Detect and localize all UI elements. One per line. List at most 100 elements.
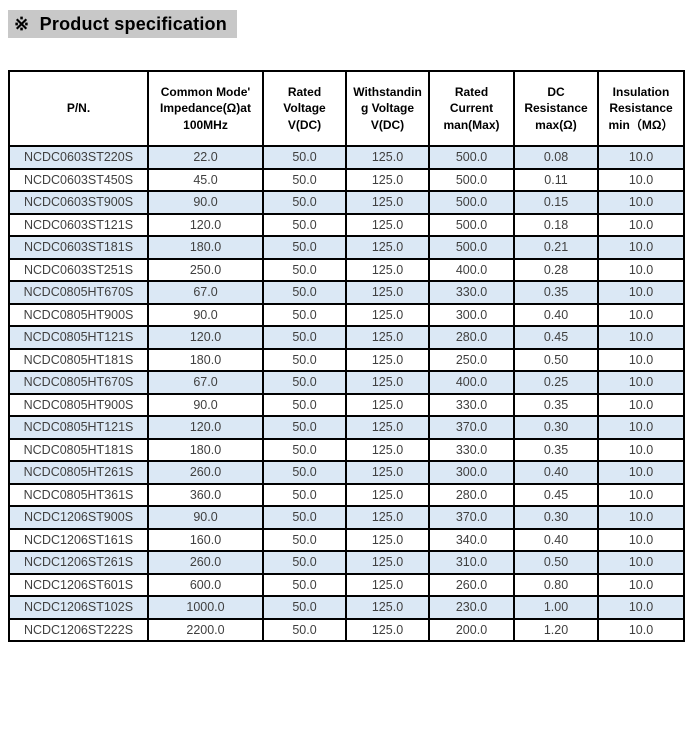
cell-rated_voltage: 50.0 [262,617,347,642]
cell-withstanding_voltage: 125.0 [345,145,430,170]
cell-impedance: 360.0 [147,482,264,507]
cell-rated_voltage: 50.0 [262,145,347,170]
cell-pn: NCDC0805HT670S [8,370,149,395]
cell-impedance: 180.0 [147,347,264,372]
cell-impedance: 260.0 [147,550,264,575]
cell-rated_current: 300.0 [428,460,515,485]
cell-rated_current: 340.0 [428,527,515,552]
cell-pn: NCDC1206ST261S [8,550,149,575]
cell-insulation_resistance: 10.0 [597,257,685,282]
cell-rated_current: 230.0 [428,595,515,620]
cell-impedance: 22.0 [147,145,264,170]
cell-pn: NCDC0805HT121S [8,325,149,350]
col-header-dc-resistance: DC Resistance max(Ω) [513,70,599,147]
cell-pn: NCDC0805HT181S [8,347,149,372]
cell-rated_current: 500.0 [428,167,515,192]
cell-rated_current: 300.0 [428,302,515,327]
cell-rated_voltage: 50.0 [262,437,347,462]
cell-rated_voltage: 50.0 [262,482,347,507]
cell-impedance: 90.0 [147,392,264,417]
cell-dc_resistance: 0.35 [513,437,599,462]
cell-dc_resistance: 0.50 [513,347,599,372]
cell-pn: NCDC0603ST181S [8,235,149,260]
cell-withstanding_voltage: 125.0 [345,280,430,305]
cell-pn: NCDC0805HT261S [8,460,149,485]
cell-impedance: 160.0 [147,527,264,552]
cell-dc_resistance: 0.08 [513,145,599,170]
table-row: NCDC0805HT181S 180.0 50.0 125.0 250.0 0.50 10.… [8,347,685,372]
cell-impedance: 120.0 [147,212,264,237]
cell-impedance: 2200.0 [147,617,264,642]
cell-rated_voltage: 50.0 [262,280,347,305]
cell-impedance: 120.0 [147,415,264,440]
cell-dc_resistance: 0.30 [513,415,599,440]
table-row: NCDC0603ST181S 180.0 50.0 125.0 500.0 0.21 10.… [8,235,685,260]
cell-dc_resistance: 0.11 [513,167,599,192]
cell-rated_current: 500.0 [428,212,515,237]
cell-withstanding_voltage: 125.0 [345,617,430,642]
table-row: NCDC0805HT670S 67.0 50.0 125.0 400.0 0.25 10.0 [8,370,685,395]
cell-impedance: 180.0 [147,235,264,260]
cell-dc_resistance: 0.40 [513,302,599,327]
cell-rated_voltage: 50.0 [262,167,347,192]
cell-rated_voltage: 50.0 [262,572,347,597]
table-header: P/N. Common Mode' Impedance(Ω)at 100MHz … [8,70,685,147]
cell-rated_voltage: 50.0 [262,370,347,395]
cell-rated_voltage: 50.0 [262,415,347,440]
col-header-pn: P/N. [8,70,149,147]
cell-impedance: 90.0 [147,190,264,215]
cell-dc_resistance: 0.28 [513,257,599,282]
cell-insulation_resistance: 10.0 [597,212,685,237]
cell-impedance: 67.0 [147,280,264,305]
col-header-impedance: Common Mode' Impedance(Ω)at 100MHz [147,70,264,147]
table-row: NCDC0805HT261S 260.0 50.0 125.0 300.0 0.40 10.… [8,460,685,485]
cell-dc_resistance: 0.21 [513,235,599,260]
cell-rated_voltage: 50.0 [262,325,347,350]
cell-rated_voltage: 50.0 [262,550,347,575]
cell-dc_resistance: 0.80 [513,572,599,597]
cell-pn: NCDC0603ST220S [8,145,149,170]
cell-insulation_resistance: 10.0 [597,167,685,192]
cell-insulation_resistance: 10.0 [597,347,685,372]
cell-withstanding_voltage: 125.0 [345,257,430,282]
cell-impedance: 600.0 [147,572,264,597]
cell-pn: NCDC0603ST450S [8,167,149,192]
cell-withstanding_voltage: 125.0 [345,595,430,620]
cell-insulation_resistance: 10.0 [597,235,685,260]
cell-pn: NCDC0603ST900S [8,190,149,215]
cell-withstanding_voltage: 125.0 [345,190,430,215]
table-body: NCDC0603ST220S 22.0 50.0 125.0 500.0 0.08 10.0… [8,145,685,642]
cell-dc_resistance: 0.40 [513,527,599,552]
cell-rated_voltage: 50.0 [262,527,347,552]
page-title: ※ Product specification [8,10,237,38]
cell-insulation_resistance: 10.0 [597,527,685,552]
cell-pn: NCDC1206ST900S [8,505,149,530]
cell-impedance: 120.0 [147,325,264,350]
col-header-insulation-resistance: Insulation Resistance min（MΩ） [597,70,685,147]
cell-dc_resistance: 0.45 [513,482,599,507]
cell-insulation_resistance: 10.0 [597,617,685,642]
table-row: NCDC0805HT670S 67.0 50.0 125.0 330.0 0.35 10.0 [8,280,685,305]
cell-dc_resistance: 0.30 [513,505,599,530]
cell-pn: NCDC0805HT900S [8,392,149,417]
cell-dc_resistance: 0.25 [513,370,599,395]
cell-withstanding_voltage: 125.0 [345,572,430,597]
cell-rated_current: 310.0 [428,550,515,575]
cell-rated_current: 500.0 [428,145,515,170]
cell-withstanding_voltage: 125.0 [345,212,430,237]
cell-insulation_resistance: 10.0 [597,482,685,507]
table-row: NCDC0805HT121S 120.0 50.0 125.0 280.0 0.45 10.… [8,325,685,350]
cell-dc_resistance: 0.15 [513,190,599,215]
cell-rated_voltage: 50.0 [262,302,347,327]
cell-withstanding_voltage: 125.0 [345,325,430,350]
cell-insulation_resistance: 10.0 [597,325,685,350]
cell-rated_current: 500.0 [428,190,515,215]
cell-pn: NCDC0805HT900S [8,302,149,327]
cell-insulation_resistance: 10.0 [597,415,685,440]
cell-rated_current: 250.0 [428,347,515,372]
cell-rated_current: 330.0 [428,280,515,305]
cell-withstanding_voltage: 125.0 [345,302,430,327]
cell-impedance: 250.0 [147,257,264,282]
cell-impedance: 1000.0 [147,595,264,620]
cell-withstanding_voltage: 125.0 [345,527,430,552]
